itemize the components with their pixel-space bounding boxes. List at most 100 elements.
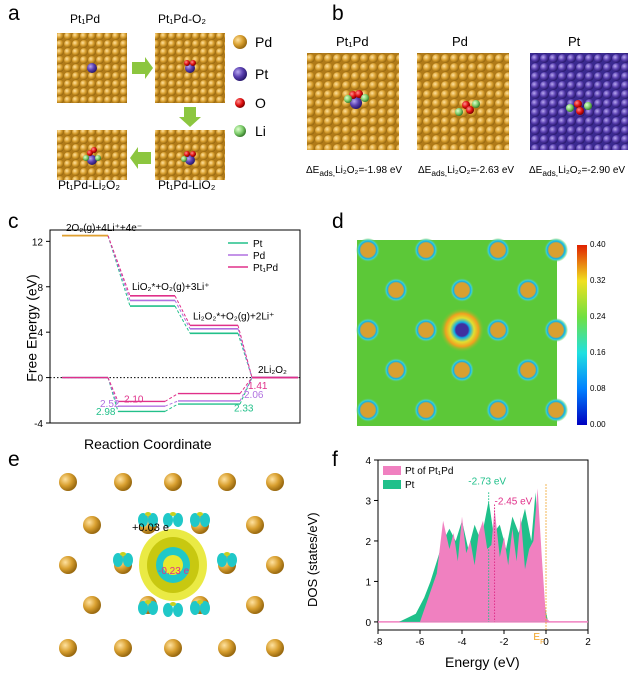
colorbar-tick-040: 0.40 bbox=[590, 240, 606, 249]
panel-a-label-pt1pd: Pt₁Pd bbox=[70, 12, 101, 26]
arrow-down bbox=[179, 107, 201, 127]
li-atom bbox=[83, 155, 89, 161]
legend-o-label: O bbox=[255, 95, 266, 111]
li-atom bbox=[455, 108, 463, 116]
panel-b-label-pt1pd: Pt₁Pd bbox=[336, 34, 369, 49]
o-atom bbox=[574, 100, 582, 108]
chart-c-annotation: Li₂O₂*+O₂(g)+2Li⁺ bbox=[193, 312, 274, 323]
charge-label-plus: +0.03 e bbox=[132, 522, 170, 534]
o-atom bbox=[355, 90, 363, 98]
legend-pt-ball bbox=[233, 67, 247, 81]
cyan-lobe bbox=[138, 513, 148, 527]
chart-f-xtick-label: -4 bbox=[458, 637, 467, 648]
chart-f-xlabel: Energy (eV) bbox=[445, 654, 520, 670]
chart-f-xtick-label: -6 bbox=[416, 637, 425, 648]
o-atom bbox=[190, 151, 196, 157]
colorbar-tick-024: 0.24 bbox=[590, 312, 606, 321]
li-atom bbox=[472, 100, 480, 108]
chart-f-ytick-label: 0 bbox=[365, 618, 371, 629]
chart-c-legend-label: Pt bbox=[253, 239, 263, 250]
panel-letter-c: c bbox=[8, 210, 19, 233]
pd-atom bbox=[486, 238, 510, 262]
legend-li-ball bbox=[234, 125, 246, 137]
legend-pt-label: Pt bbox=[255, 66, 269, 82]
chart-f-ytick-label: 2 bbox=[365, 537, 371, 548]
cyan-lobe bbox=[173, 603, 183, 617]
chart-c-frame bbox=[49, 229, 301, 424]
cyan-lobe bbox=[123, 553, 133, 567]
chart-c-annotation: 2Li₂O₂ bbox=[258, 365, 287, 376]
yellow-lobe bbox=[170, 512, 176, 516]
chart-c-ytick-label: -4 bbox=[34, 419, 43, 430]
chart-f-legend-label: Pt bbox=[405, 480, 415, 491]
chart-c-connector bbox=[164, 393, 179, 402]
yellow-lobe bbox=[224, 552, 230, 556]
li-atom bbox=[344, 95, 352, 103]
arrow-left bbox=[130, 147, 151, 169]
pd-atom bbox=[164, 639, 182, 657]
charge-label-minus: -0.23 e bbox=[158, 566, 190, 577]
cyan-lobe bbox=[227, 553, 237, 567]
pd-atom bbox=[414, 238, 438, 262]
panel-b-label-pt: Pt bbox=[568, 34, 581, 49]
pd-atom bbox=[356, 318, 380, 342]
cyan-lobe bbox=[163, 513, 173, 527]
pd-atom bbox=[218, 639, 236, 657]
pt-atom bbox=[350, 97, 362, 109]
o-atom bbox=[576, 107, 584, 115]
pd-atom bbox=[59, 473, 77, 491]
pd-atom bbox=[516, 358, 540, 382]
chart-c-ytick-label: 0 bbox=[37, 374, 43, 385]
chart-f-legend-label: Pt of Pt₁Pd bbox=[405, 466, 453, 477]
chart-f-ytick-label: 1 bbox=[365, 577, 371, 588]
chart-c-connector bbox=[237, 325, 253, 378]
slab-b-pd bbox=[417, 53, 509, 150]
pd-atom bbox=[486, 318, 510, 342]
pd-atom bbox=[356, 398, 380, 422]
panel-a-label-pt1pd-o2: Pt₁Pd-O₂ bbox=[158, 12, 207, 26]
li-atom bbox=[361, 94, 369, 102]
energy-pt: ΔEads,Li₂O₂=-2.90 eV bbox=[529, 165, 626, 178]
o-atom bbox=[91, 147, 97, 153]
legend-li-label: Li bbox=[255, 123, 266, 139]
chart-c-connector bbox=[164, 403, 179, 412]
chart-f-frame bbox=[377, 459, 589, 631]
pd-atom bbox=[414, 318, 438, 342]
colorbar-tick-008: 0.08 bbox=[590, 384, 606, 393]
pd-atom bbox=[83, 516, 101, 534]
chart-f-area-Pt of Pt₁Pd bbox=[420, 488, 551, 622]
chart-c-connector bbox=[174, 295, 191, 326]
center-yellow bbox=[163, 555, 183, 575]
pt-atom bbox=[87, 63, 97, 73]
yellow-lobe bbox=[145, 512, 151, 516]
pd-atom bbox=[544, 318, 568, 342]
chart-f-ylabel: DOS (states/eV) bbox=[305, 512, 320, 607]
li-atom bbox=[95, 155, 101, 161]
legend-o-ball bbox=[235, 98, 245, 108]
chart-c-xlabel: Reaction Coordinate bbox=[84, 436, 212, 452]
yellow-lobe bbox=[197, 600, 203, 604]
pd-atom bbox=[266, 639, 284, 657]
chart-f-annotation: -2.73 eV bbox=[468, 476, 506, 487]
pd-atom bbox=[450, 358, 474, 382]
chart-f-annotation: -2.45 eV bbox=[495, 497, 533, 508]
pd-atom bbox=[544, 398, 568, 422]
chart-f-legend-swatch bbox=[383, 480, 401, 489]
chart-c-value-label: 2.52 bbox=[100, 399, 120, 410]
panel-letter-f: f bbox=[332, 448, 338, 471]
chart-f-ytick-label: 4 bbox=[365, 456, 371, 467]
yellow-lobe bbox=[120, 552, 126, 556]
chart-f-xtick-label: -8 bbox=[374, 637, 383, 648]
yellow-lobe bbox=[145, 600, 151, 604]
pd-atom bbox=[246, 596, 264, 614]
cyan-lobe bbox=[200, 513, 210, 527]
center-pt-atom bbox=[440, 308, 484, 352]
chart-c-connector bbox=[174, 305, 191, 334]
yellow-lobe bbox=[197, 512, 203, 516]
chart-c-connector bbox=[174, 300, 191, 330]
pd-atom bbox=[218, 473, 236, 491]
chart-f-ytick-label: 3 bbox=[365, 496, 371, 507]
cyan-lobe bbox=[138, 601, 148, 615]
